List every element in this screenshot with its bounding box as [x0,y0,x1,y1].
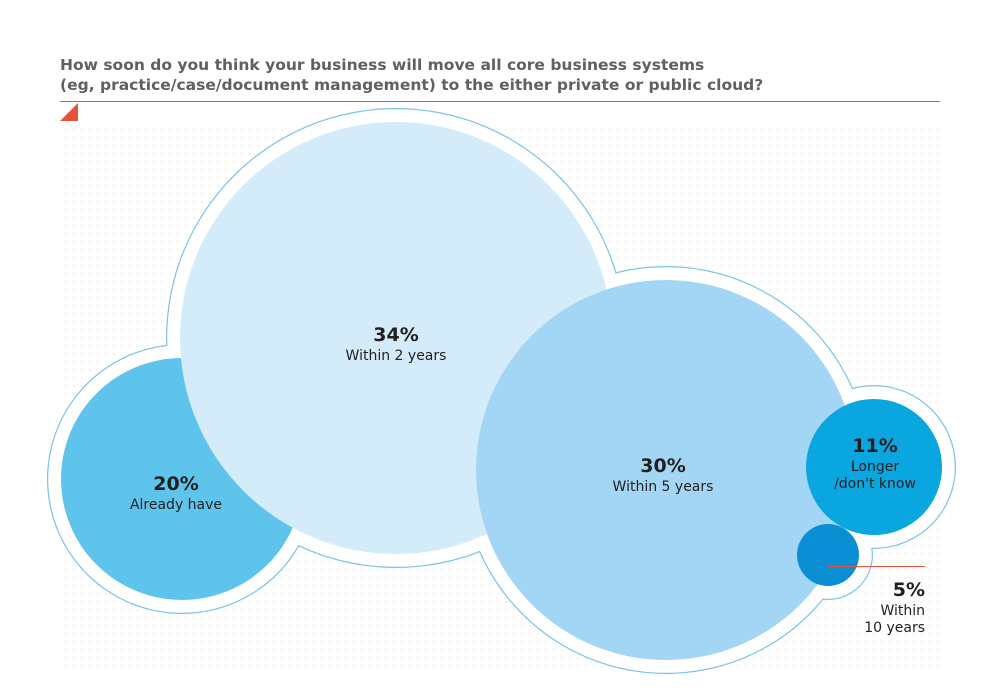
category-label: /don't know [834,476,916,492]
bubble-11-pct [806,399,942,535]
category-label: Within [880,603,925,619]
category-label: Already have [130,497,222,513]
corner-marker [60,103,78,121]
category-label: 10 years [864,620,925,636]
title-line-1: How soon do you think your business will… [60,56,705,74]
category-label: Longer [851,459,899,475]
category-label: Within 5 years [613,479,714,495]
bubble-5-pct [797,524,859,586]
bubble-30-pct [476,280,856,660]
value-label: 34% [373,324,418,346]
value-label: 20% [153,473,198,495]
title-line-2: (eg, practice/case/document management) … [60,76,764,94]
value-label: 30% [640,455,685,477]
category-label: Within 2 years [346,348,447,364]
bubble-group [61,122,942,660]
value-label: 11% [852,435,897,457]
chart-title: How soon do you think your business will… [60,55,763,95]
value-label: 5% [893,579,925,601]
